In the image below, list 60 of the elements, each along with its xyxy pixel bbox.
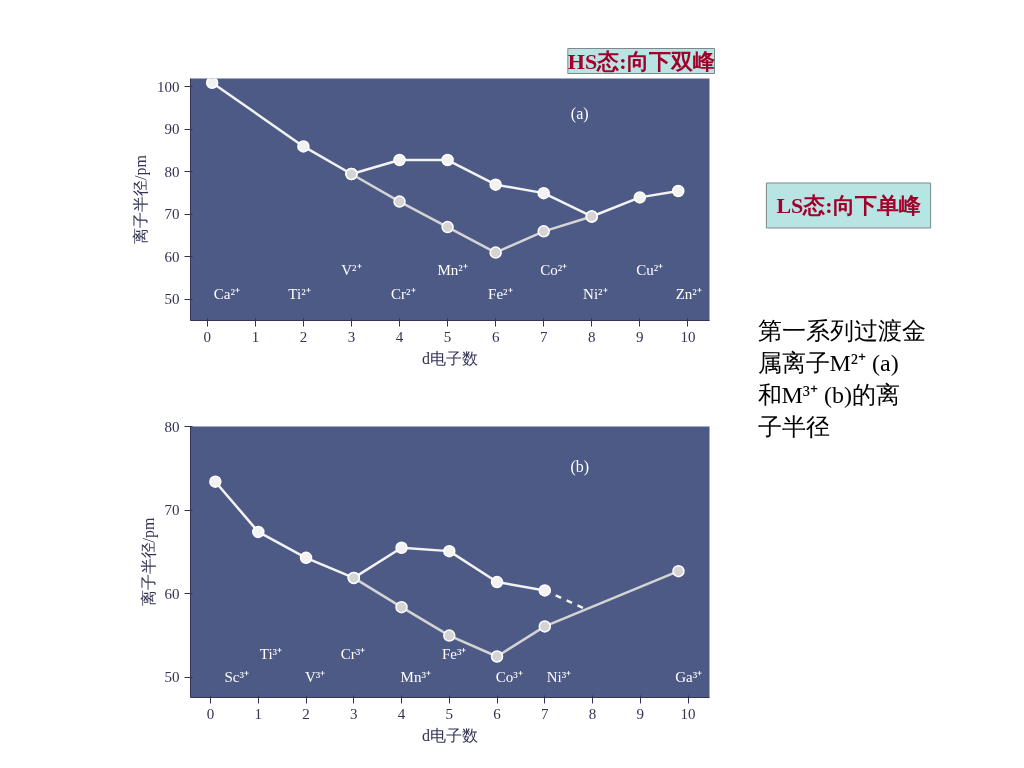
annotation: V³⁺ [304, 669, 326, 686]
y-tick-label: 90 [164, 121, 180, 138]
annotation: Ti²⁺ [288, 285, 311, 302]
x-tick-label: 4 [395, 328, 404, 345]
y-tick-label: 70 [164, 502, 180, 519]
x-tick-label: 9 [636, 705, 645, 722]
annotation: Ni³⁺ [546, 669, 572, 686]
annotation: Zn²⁺ [675, 285, 702, 302]
x-tick-label: 9 [636, 328, 644, 345]
annotation: Sc³⁺ [224, 669, 249, 686]
text: 第一系列过渡金属离子M²⁺ (a)和M³⁺ (b)的离子半径 [757, 317, 926, 440]
annotation: Cu²⁺ [636, 261, 664, 278]
x-tick-label: 8 [588, 328, 596, 345]
x-tick-label: 5 [445, 705, 454, 722]
text: LS态:向下单峰 [776, 193, 922, 218]
text: HS态:向下双峰 [567, 48, 716, 74]
annotation: Fe²⁺ [488, 285, 513, 302]
x-tick-label: 0 [203, 328, 212, 345]
y-tick-label: 50 [164, 669, 180, 686]
y-tick-label: 50 [164, 291, 180, 308]
annotation: V²⁺ [341, 261, 362, 278]
annotation: Mn²⁺ [437, 261, 468, 278]
annotation: Ti³⁺ [259, 646, 283, 663]
x-tick-label: 8 [588, 705, 597, 722]
annotation: Ni²⁺ [583, 285, 608, 302]
y-tick-label: 60 [164, 248, 180, 265]
x-tick-label: 10 [680, 705, 696, 722]
y-tick-label: 80 [164, 163, 180, 180]
x-axis-title: d电子数 [422, 726, 478, 744]
y-axis-title: 离子半径/pm [132, 154, 150, 244]
text: (b) [570, 458, 590, 477]
x-tick-label: 10 [680, 328, 696, 345]
annotation: Co³⁺ [495, 669, 523, 686]
x-tick-label: 2 [302, 705, 310, 722]
annotation: Mn³⁺ [400, 669, 431, 686]
x-tick-label: 6 [493, 705, 502, 722]
annotation: Cr²⁺ [391, 285, 416, 302]
x-tick-label: 6 [491, 328, 500, 345]
text: (a) [570, 105, 589, 124]
x-tick-label: 7 [541, 705, 550, 722]
annotation: Co²⁺ [540, 261, 568, 278]
x-tick-label: 0 [206, 705, 215, 722]
x-tick-label: 1 [254, 705, 263, 722]
annotation: Ga³⁺ [675, 669, 703, 686]
annotation: Ca²⁺ [213, 285, 240, 302]
x-tick-label: 3 [350, 705, 358, 722]
x-tick-label: 2 [299, 328, 308, 345]
y-axis-title: 离子半径/pm [139, 517, 158, 607]
annotation: Cr³⁺ [340, 646, 366, 663]
x-tick-label: 5 [443, 328, 452, 345]
annotation: Fe³⁺ [441, 646, 467, 663]
x-tick-label: 7 [539, 328, 548, 345]
y-tick-label: 80 [164, 418, 180, 435]
y-tick-label: 70 [164, 206, 180, 223]
x-tick-label: 1 [251, 328, 260, 345]
x-axis-title: d电子数 [422, 349, 478, 367]
x-tick-label: 4 [397, 705, 406, 722]
y-tick-label: 60 [164, 585, 180, 602]
x-tick-label: 3 [347, 328, 356, 345]
y-tick-label: 100 [157, 78, 180, 95]
